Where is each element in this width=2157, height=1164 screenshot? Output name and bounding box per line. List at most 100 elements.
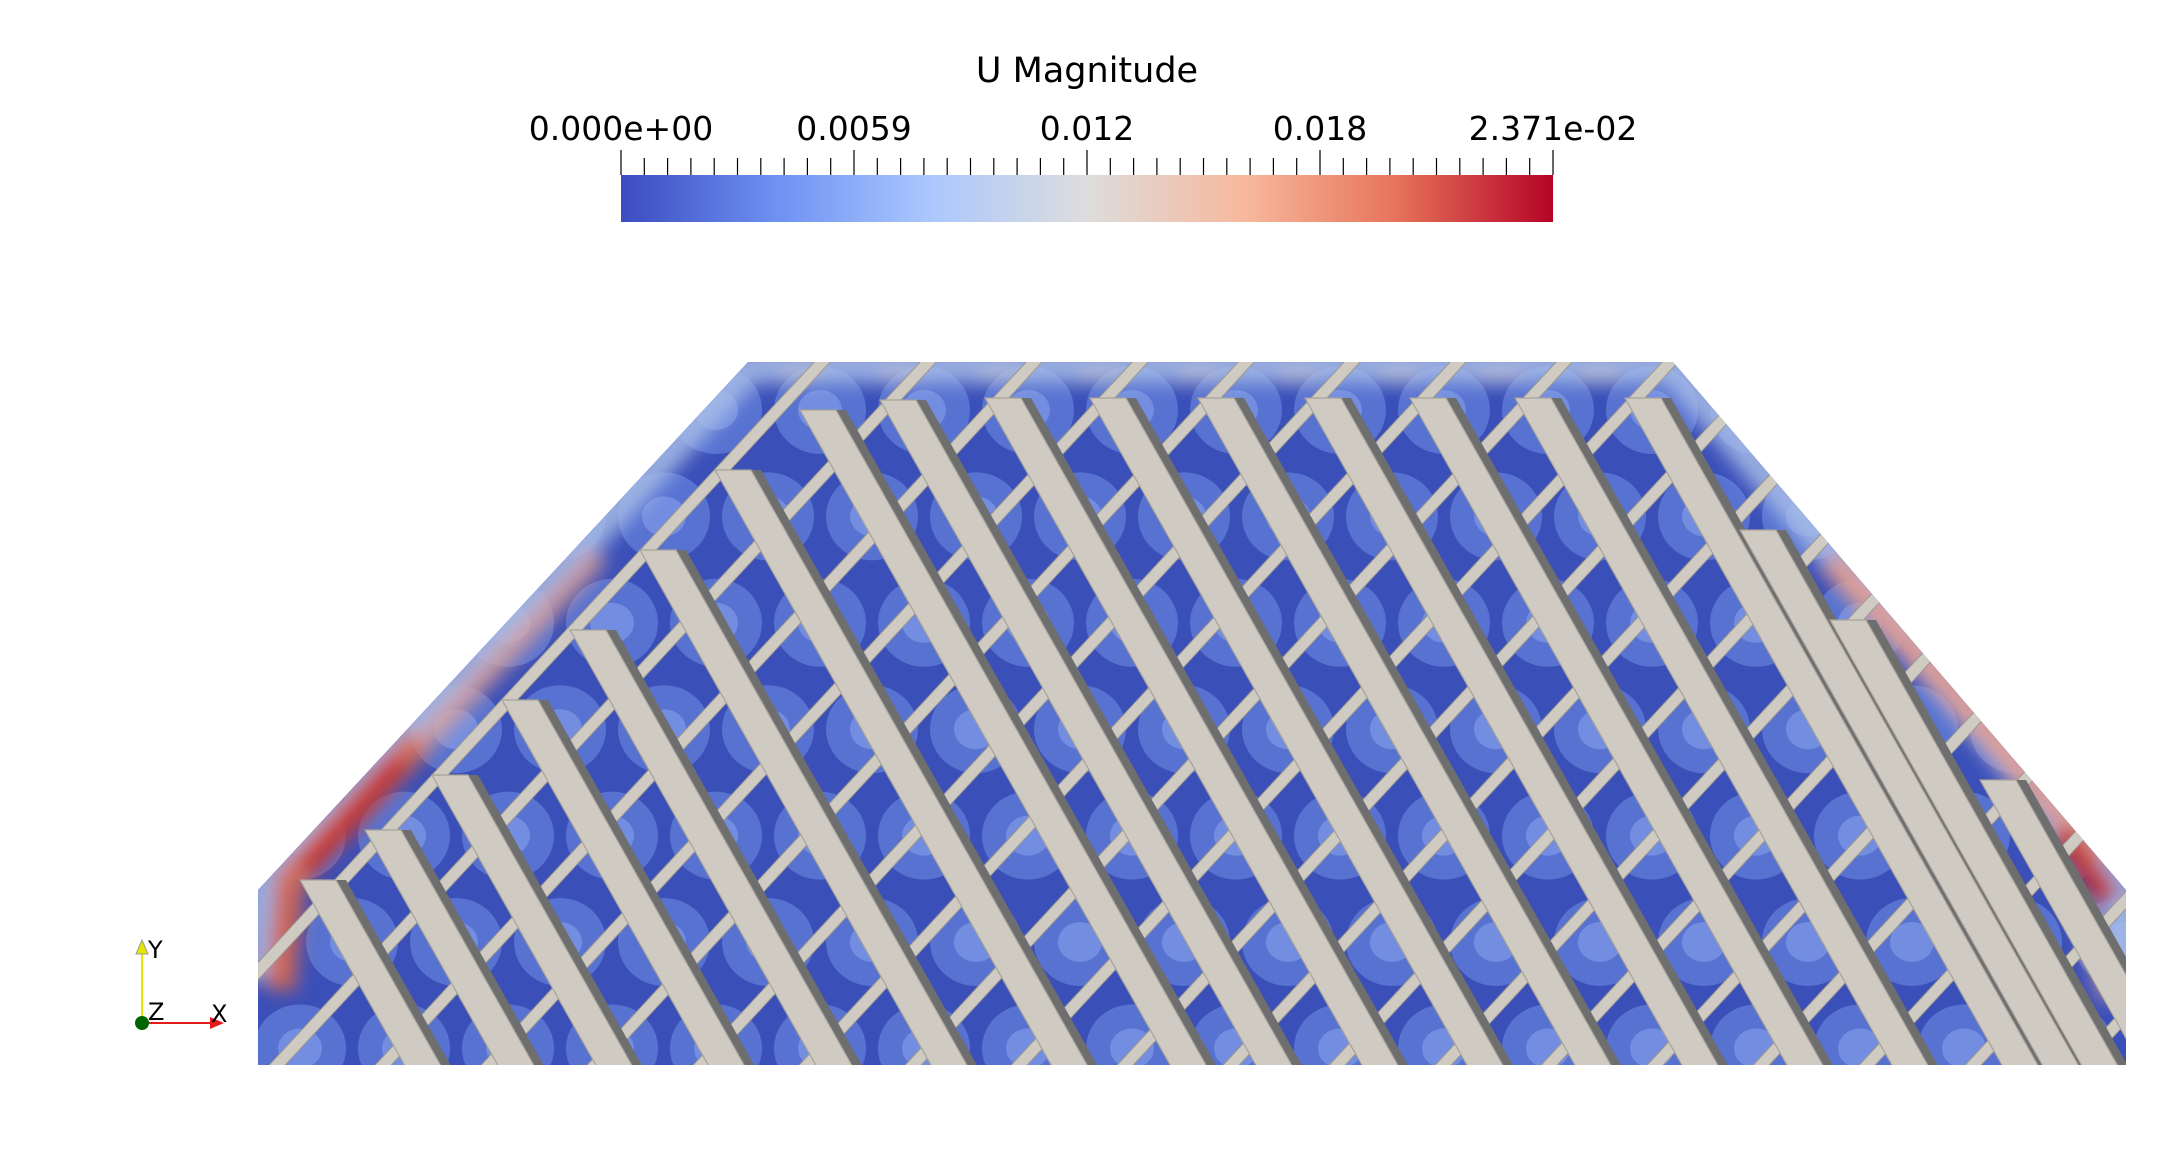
wide-bar [1303,397,1727,1065]
colorbar-tick-label: 0.0059 [796,109,911,148]
velocity-cell [1346,1111,1438,1164]
velocity-cell-core [2150,816,2157,856]
velocity-cell-core [746,1135,790,1164]
velocity-cell-core [1058,1135,1102,1164]
velocity-cell [2126,792,2157,880]
wide-bar [298,879,449,1065]
velocity-cell-core [1162,1135,1206,1164]
velocity-cell [930,1111,1022,1164]
velocity-cell [1554,1111,1646,1164]
velocity-cell [2126,579,2157,667]
colorbar-tick-label-max: 2.371e-02 [1469,109,1638,148]
wide-bar [1513,397,1937,1065]
velocity-cell-core [954,1135,998,1164]
velocity-cell-core [1266,1135,1310,1164]
wide-bar [1978,779,2126,1065]
z-axis-dot-icon [135,1016,149,1030]
velocity-cell [1034,1111,1126,1164]
velocity-cell [2074,1111,2157,1164]
colorbar-tick-label: 0.012 [1040,109,1134,148]
velocity-cell-core [330,709,374,750]
wide-bar [1196,397,1620,1065]
colorbar-title: U Magnitude [976,51,1198,91]
wide-bar [1088,397,1512,1065]
velocity-cell-core [1838,390,1882,430]
velocity-cell-core [434,1135,478,1164]
wide-bar-shadow [1341,398,1736,1065]
wide-bar [638,549,976,1065]
velocity-cell-core [2150,1028,2157,1068]
velocity-cell-core [1890,496,1934,537]
wide-diagonal-bars [298,397,2126,1065]
velocity-cell [2074,472,2126,561]
z-axis-label: Z [148,998,164,1026]
wide-bar-shadow [2016,780,2126,1065]
velocity-cell-core [2046,390,2090,430]
velocity-cell-core [1058,922,1102,962]
velocity-cell [1814,366,1906,454]
velocity-cell [258,578,346,667]
colorbar-gradient-bar [621,175,1553,222]
wide-bar-shadow [1866,620,2126,1065]
velocity-cell-core [434,496,478,537]
velocity-cell [306,1111,398,1164]
colorbar: U Magnitude 0.000e+00 0.0059 0.012 0.018… [529,51,1638,222]
colorbar-ticks [620,150,1554,196]
flow-domain [0,360,2157,1164]
velocity-cell [1762,1111,1854,1164]
y-axis-arrow-icon [135,938,149,955]
thin-bar [0,360,90,1075]
velocity-cell [1970,1111,2062,1164]
velocity-cell [1866,472,1958,561]
velocity-cell-core [486,390,530,430]
velocity-cell [410,472,502,561]
velocity-cell [1970,472,2062,561]
velocity-cell [1918,366,2010,454]
colorbar-tick-label-min: 0.000e+00 [529,109,713,148]
wide-bar [363,829,543,1065]
velocity-cell [1138,1111,1230,1164]
velocity-cell-core [850,1135,894,1164]
velocity-cell [2074,685,2126,774]
wide-bar-shadow [336,880,458,1065]
velocity-cell-core [1942,390,1986,430]
velocity-cell [514,1111,606,1164]
velocity-cell-core [1370,1135,1414,1164]
velocity-cell-core [382,602,426,643]
velocity-cell [462,366,554,454]
thin-bar [0,360,196,1075]
velocity-cell [258,366,346,454]
velocity-cell [2126,1004,2157,1092]
wide-bar [430,774,641,1065]
wide-bar [878,399,1301,1065]
velocity-cell-core [642,1135,686,1164]
wide-bar-shadow [1234,398,1629,1065]
velocity-cell-core [1786,1135,1830,1164]
thin-bar [1954,362,2126,1065]
velocity-cell [1450,1111,1542,1164]
velocity-cell [722,1111,814,1164]
velocity-cell-core [382,390,426,430]
colorbar-tick-label: 0.018 [1273,109,1367,148]
wide-bar [500,699,753,1065]
wide-bar-shadow [1551,398,1946,1065]
orientation-axes-widget: Y X Z [135,936,227,1030]
velocity-cell [1918,578,2010,667]
wide-bar-shadow [468,775,650,1065]
wide-bar [568,629,861,1065]
velocity-cell-core [1942,602,1986,643]
wide-bar [713,469,1096,1065]
velocity-cell-core [2150,603,2157,643]
wide-bar [1408,397,1832,1065]
velocity-cell [358,578,450,667]
wide-bar [983,397,1407,1065]
wide-bar [1828,619,2126,1065]
velocity-cell-core [1890,1135,1934,1164]
velocity-cell-core [1994,496,2038,537]
velocity-cell-core [1682,1135,1726,1164]
velocity-cell-core [1994,1135,2038,1164]
wide-bar-shadow [676,550,985,1065]
wide-bar-shadow [538,700,762,1065]
